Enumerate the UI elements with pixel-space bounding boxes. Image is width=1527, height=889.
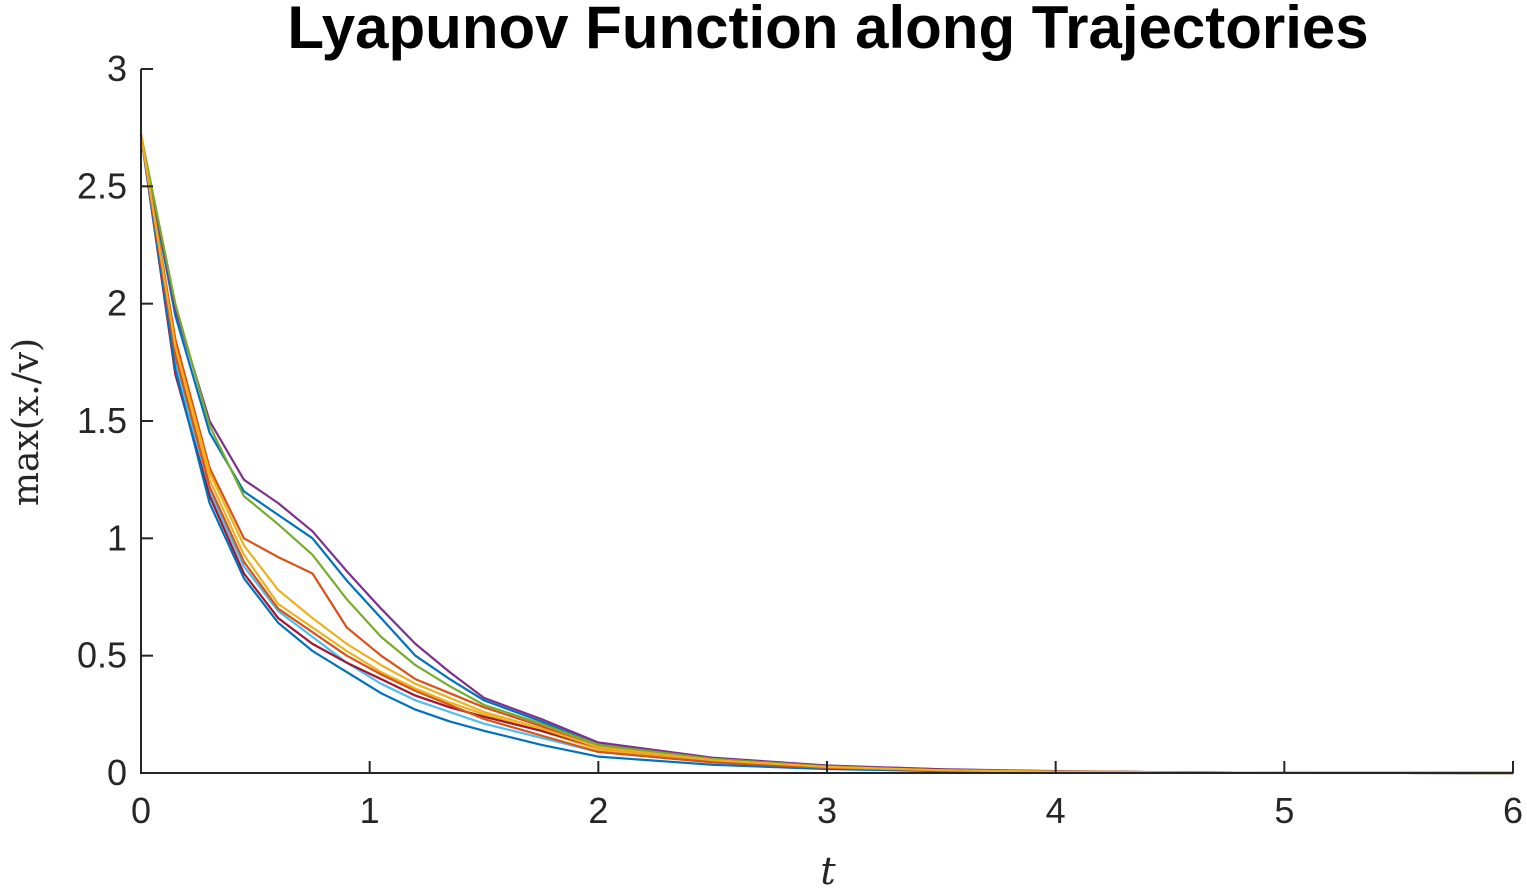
x-tick-label: 2 <box>588 790 608 831</box>
y-tick-label: 1 <box>107 517 127 558</box>
series-line-2 <box>139 133 1515 775</box>
axes <box>140 69 1513 774</box>
y-tick-label: 0.5 <box>77 635 127 676</box>
x-tick-label: 4 <box>1046 790 1066 831</box>
series-line-8 <box>139 133 1515 775</box>
x-tick-label: 3 <box>817 790 837 831</box>
chart-title: Lyapunov Function along Trajectories <box>287 0 1368 61</box>
series-line-10 <box>139 133 1515 775</box>
y-tick-label: 0 <box>107 752 127 793</box>
y-tick-label: 2 <box>107 283 127 324</box>
y-tick-label: 1.5 <box>77 400 127 441</box>
plot-lines <box>139 133 1515 775</box>
series-line-1 <box>139 133 1515 775</box>
y-ticks: 0 0.5 1 1.5 2 2.5 3 <box>77 48 153 793</box>
series-line-9 <box>139 133 1515 775</box>
series-line-5 <box>139 133 1515 775</box>
series-line-3 <box>139 133 1515 775</box>
series-line-7 <box>139 133 1515 775</box>
x-axis-label: t <box>820 849 836 889</box>
x-tick-label: 6 <box>1503 790 1523 831</box>
x-tick-label: 5 <box>1274 790 1294 831</box>
x-tick-label: 0 <box>131 790 151 831</box>
x-ticks: 0 1 2 3 4 5 6 <box>131 761 1523 831</box>
series-line-4 <box>139 133 1515 775</box>
series-line-6 <box>139 133 1515 775</box>
y-tick-label: 2.5 <box>77 165 127 206</box>
y-axis-label: max(x./v) <box>6 338 47 506</box>
y-tick-label: 3 <box>107 48 127 89</box>
x-tick-label: 1 <box>360 790 380 831</box>
